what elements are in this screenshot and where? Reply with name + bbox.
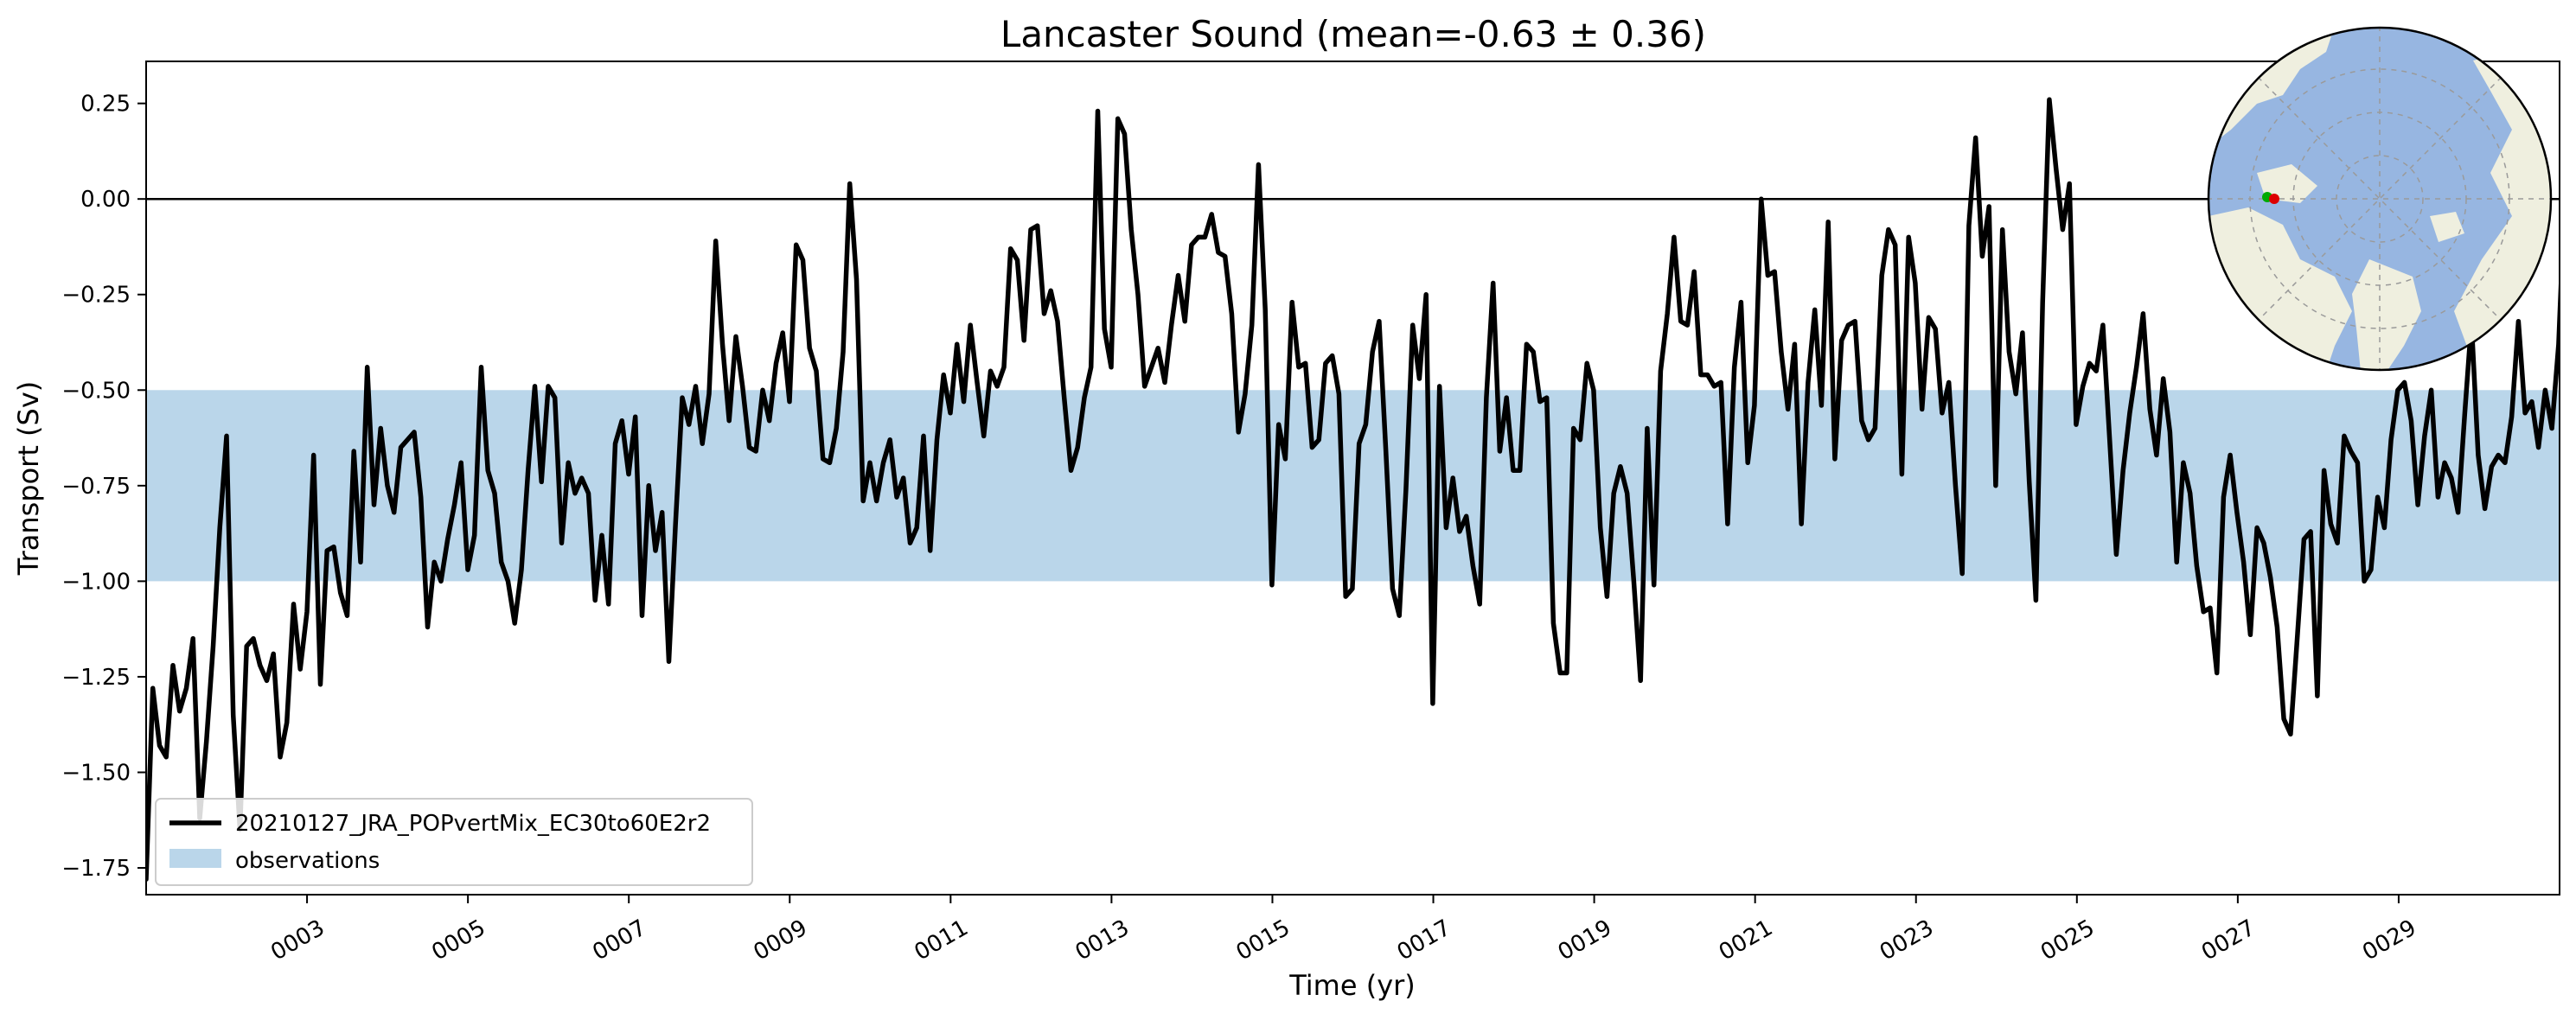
- legend-label-observations: observations: [235, 848, 380, 874]
- y-tick-label: −0.75: [61, 474, 131, 500]
- y-axis-ticks: 0.25 0.00 −0.25 −0.50 −0.75 −1.00 −1.25 −1.50 −1…: [61, 92, 146, 882]
- inset-map-graticule: [2208, 28, 2551, 370]
- series-line-20210127-jra-popvertmix: [146, 97, 2560, 883]
- plot-area: [146, 97, 2560, 883]
- y-axis-label: Transport (Sv): [12, 381, 45, 577]
- y-tick-label: −1.75: [61, 856, 131, 882]
- y-tick-label: 0.00: [80, 187, 131, 213]
- chart-title: Lancaster Sound (mean=-0.63 ± 0.36): [1000, 13, 1706, 55]
- land-svalbard: [2430, 212, 2464, 242]
- y-tick-label: −0.25: [61, 283, 131, 309]
- x-axis-label: Time (yr): [1288, 969, 1416, 1002]
- legend-label-series: 20210127_JRA_POPvertMix_EC30to60E2r2: [235, 811, 711, 837]
- y-tick-label: 0.25: [80, 92, 131, 118]
- land-islands: [2257, 164, 2317, 203]
- legend-swatch-observations: [169, 849, 221, 868]
- y-tick-label: −0.50: [61, 378, 131, 404]
- plot-frame: [145, 61, 2560, 896]
- y-tick-label: −1.50: [61, 760, 131, 786]
- inset-map-marker-red: [2269, 194, 2279, 204]
- land-greenland: [2352, 259, 2421, 370]
- y-tick-label: −1.25: [61, 665, 131, 691]
- legend-frame: [155, 798, 753, 886]
- y-tick-label: −1.00: [61, 569, 131, 595]
- legend: 20210127_JRA_POPvertMix_EC30to60E2r2 obs…: [155, 798, 753, 886]
- inset-map-border: [2207, 26, 2553, 372]
